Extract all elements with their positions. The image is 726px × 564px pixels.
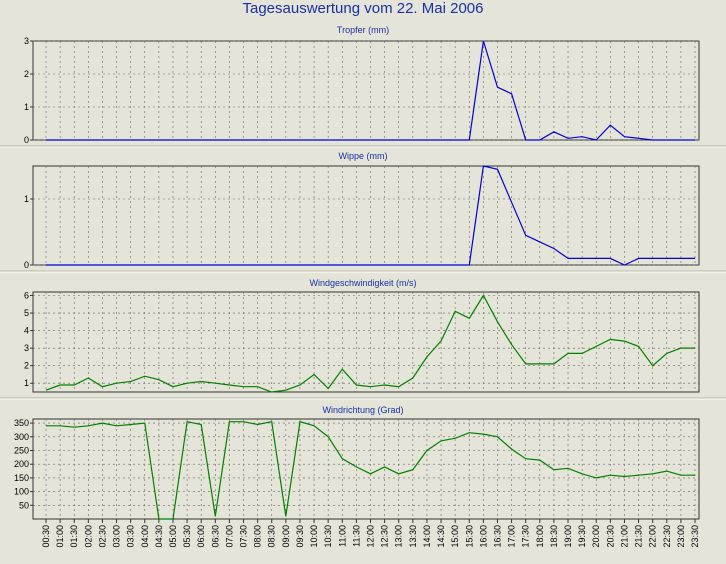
x-tick-label: 06:00 <box>196 525 206 548</box>
x-tick-label: 10:30 <box>323 525 333 548</box>
x-tick-label: 19:30 <box>577 525 587 548</box>
plot-area <box>32 40 700 141</box>
x-tick-label: 09:30 <box>295 525 305 548</box>
chart-title: Windrichtung (Grad) <box>322 405 403 415</box>
y-tick-label: 2 <box>24 361 29 371</box>
y-tick-label: 1 <box>24 378 29 388</box>
y-tick-label: 3 <box>24 343 29 353</box>
y-tick-label: 5 <box>24 308 29 318</box>
y-tick-label: 100 <box>14 487 29 497</box>
series-line <box>46 165 695 266</box>
series-line <box>46 40 695 141</box>
x-tick-label: 18:30 <box>549 525 559 548</box>
y-tick-label: 1 <box>24 102 29 112</box>
x-tick-label: 22:30 <box>662 525 672 548</box>
chart-panel-2: Wippe (mm) 0 1 <box>24 151 700 270</box>
page-title: Tagesauswertung vom 22. Mai 2006 <box>242 0 484 17</box>
x-tick-label: 17:00 <box>507 525 517 548</box>
x-tick-label: 03:00 <box>112 525 122 548</box>
x-tick-label: 09:00 <box>281 525 291 548</box>
x-tick-label: 17:30 <box>521 525 531 548</box>
x-tick-label: 08:00 <box>253 525 263 548</box>
x-tick-label: 13:30 <box>408 525 418 548</box>
y-tick-label: 50 <box>19 500 29 510</box>
x-tick-label: 12:00 <box>366 525 376 548</box>
chart-title: Wippe (mm) <box>339 151 388 161</box>
x-tick-label: 14:00 <box>422 525 432 548</box>
x-tick-label: 23:30 <box>690 525 700 548</box>
x-tick-label: 20:00 <box>591 525 601 548</box>
x-tick-label: 04:00 <box>140 525 150 548</box>
x-tick-label: 02:00 <box>83 525 93 548</box>
x-tick-label: 06:30 <box>210 525 220 548</box>
x-tick-label: 18:00 <box>535 525 545 548</box>
x-tick-label: 03:30 <box>126 525 136 548</box>
series-line <box>46 420 695 520</box>
x-tick-label: 20:30 <box>605 525 615 548</box>
y-tick-label: 200 <box>14 459 29 469</box>
y-tick-label: 300 <box>14 432 29 442</box>
y-tick-label: 4 <box>24 326 29 336</box>
x-tick-label: 07:30 <box>239 525 249 548</box>
y-tick-label: 250 <box>14 446 29 456</box>
x-tick-label: 14:30 <box>436 525 446 548</box>
x-tick-label: 02:30 <box>97 525 107 548</box>
chart-title: Windgeschwindigkeit (m/s) <box>309 278 416 288</box>
x-tick-label: 15:00 <box>450 525 460 548</box>
x-tick-label: 13:00 <box>394 525 404 548</box>
x-tick-label: 16:00 <box>478 525 488 548</box>
series-line <box>45 294 695 393</box>
y-tick-label: 0 <box>24 135 29 145</box>
x-tick-label: 23:00 <box>676 525 686 548</box>
y-tick-label: 2 <box>24 69 29 79</box>
plot-area <box>32 418 700 520</box>
chart-panel-1: Tropfer (mm) 0 1 2 3 <box>24 25 700 145</box>
x-tick-label: 10:00 <box>309 525 319 548</box>
y-tick-label: 350 <box>14 418 29 428</box>
x-tick-label: 21:00 <box>619 525 629 548</box>
x-tick-label: 22:00 <box>648 525 658 548</box>
y-tick-label: 1 <box>24 194 29 204</box>
x-tick-label: 16:30 <box>492 525 502 548</box>
y-tick-label: 6 <box>24 291 29 301</box>
y-tick-label: 0 <box>24 260 29 270</box>
x-tick-label: 08:30 <box>267 525 277 548</box>
x-tick-label: 04:30 <box>154 525 164 548</box>
x-tick-label: 11:00 <box>337 525 347 547</box>
y-tick-label: 150 <box>14 473 29 483</box>
x-tick-label: 05:00 <box>168 525 178 548</box>
x-tick-label: 11:30 <box>351 525 361 547</box>
x-tick-label: 19:00 <box>563 525 573 548</box>
x-tick-label: 05:30 <box>182 525 192 548</box>
x-tick-label: 01:00 <box>55 525 65 548</box>
chart-panel-3: Windgeschwindigkeit (m/s) 1 2 3 4 5 6 <box>24 278 700 393</box>
y-tick-label: 3 <box>24 36 29 46</box>
x-tick-label: 07:00 <box>224 525 234 548</box>
chart-panel-4: Windrichtung (Grad) 50 100 150 200 250 300 350 <box>14 405 700 520</box>
plot-area <box>32 165 700 266</box>
x-tick-label: 12:30 <box>380 525 390 548</box>
x-tick-label: 15:30 <box>464 525 474 548</box>
x-tick-label: 21:30 <box>634 525 644 548</box>
chart-title: Tropfer (mm) <box>337 25 389 35</box>
plot-area <box>32 291 700 393</box>
x-tick-label: 01:30 <box>69 525 79 548</box>
x-tick-label: 00:30 <box>41 525 51 548</box>
